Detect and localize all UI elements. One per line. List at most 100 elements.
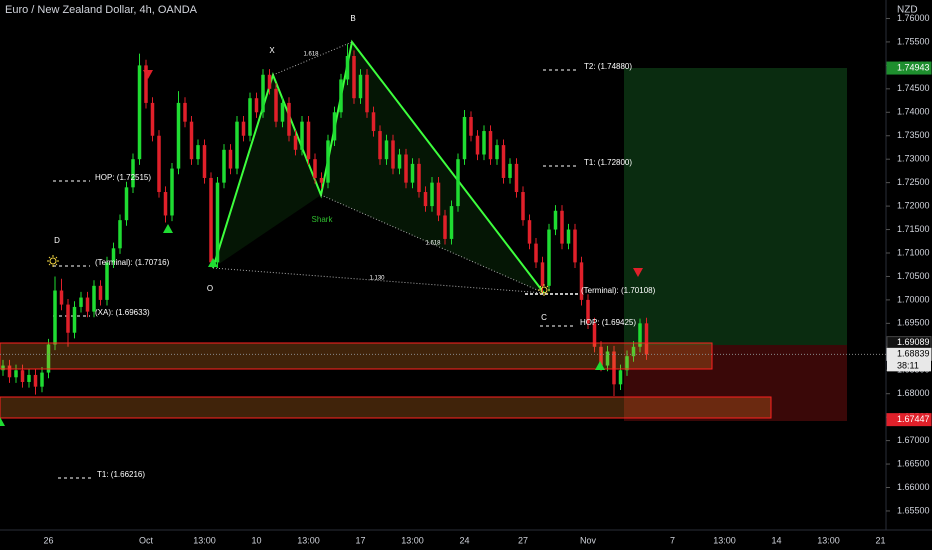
candle-body (404, 154, 408, 183)
annotation: T2: (1.74880) (584, 62, 632, 71)
annotation: B (350, 14, 355, 23)
pattern-fill (321, 42, 544, 293)
candle-body (508, 163, 512, 178)
candle-body (339, 79, 343, 113)
candle-body (345, 56, 350, 80)
candle-body (228, 149, 233, 169)
candle-body (248, 98, 252, 136)
countdown: 38:11 (897, 361, 919, 371)
candle-body (209, 177, 213, 263)
candle-body (443, 215, 447, 239)
sun-icon (538, 284, 550, 296)
candle-body (371, 112, 376, 132)
x-tick-label: 17 (355, 535, 365, 545)
price-badge-label: 1.74943 (897, 62, 930, 72)
candle-body (358, 74, 363, 99)
candle-body (352, 56, 356, 99)
zone (0, 342, 713, 370)
candle-body (599, 346, 603, 366)
candle-body (235, 121, 239, 169)
candle-body (579, 262, 584, 300)
candle-body (144, 65, 148, 103)
candle-body (33, 374, 38, 387)
y-tick-label: 1.73000 (897, 154, 930, 164)
annotation: (Terminal): (1.70716) (95, 258, 170, 267)
candle-body (293, 135, 298, 150)
annotation: (Terminal): (1.70108) (581, 286, 656, 295)
annotation: 1.618 (425, 241, 441, 247)
candle-body (163, 192, 168, 216)
annotation: T1: (1.72800) (584, 158, 632, 167)
chart-title: Euro / New Zealand Dollar, 4h, OANDA (5, 4, 198, 16)
y-tick-label: 1.71000 (897, 247, 930, 257)
y-tick-label: 1.70500 (897, 271, 930, 281)
candle-body (261, 74, 265, 113)
annotation: X (269, 46, 275, 55)
candle-body (306, 121, 311, 160)
x-tick-label: 26 (43, 535, 53, 545)
candle-body (495, 145, 499, 160)
candle-body (397, 154, 402, 169)
buy-signal (208, 258, 218, 267)
candle-body (202, 145, 207, 178)
candle-body (462, 116, 467, 160)
candle-body (456, 159, 460, 207)
candle-body (313, 159, 317, 178)
candle-body (547, 229, 551, 286)
price-badge-label: 1.69089 (897, 337, 930, 347)
candle-body (417, 163, 421, 193)
candle-body (553, 210, 558, 230)
candle-body (14, 370, 18, 378)
candle-body (436, 182, 441, 216)
candle-body (410, 163, 415, 183)
y-tick-label: 1.67000 (897, 435, 930, 445)
zone (0, 396, 772, 419)
annotation: 1.130 (369, 276, 385, 282)
candle-body (196, 145, 200, 160)
candle-body (527, 220, 532, 244)
y-tick-label: 1.75500 (897, 36, 930, 46)
y-tick-label: 1.74500 (897, 83, 930, 93)
sell-signal (633, 268, 643, 277)
annotation: (XA): (1.69633) (95, 308, 150, 317)
candle-body (449, 206, 454, 239)
loss-zone (624, 345, 847, 421)
candle-body (391, 140, 395, 169)
candle-body (378, 131, 382, 160)
candle-body (20, 370, 25, 382)
candle-body (66, 304, 70, 333)
candle-body (287, 102, 291, 136)
x-tick-label: 13:00 (713, 535, 736, 545)
candle-body (183, 102, 187, 122)
y-tick-label: 1.73500 (897, 130, 930, 140)
y-tick-label: 1.65500 (897, 505, 930, 515)
candle-body (644, 323, 649, 355)
candle-body (573, 229, 577, 263)
candle-body (131, 159, 135, 188)
candle-body (638, 323, 642, 347)
y-tick-label: 1.74000 (897, 107, 930, 117)
candle-body (319, 177, 324, 183)
y-tick-label: 1.66000 (897, 482, 930, 492)
buy-signal (595, 361, 605, 370)
annotation: C (541, 313, 547, 322)
candle-body (300, 121, 304, 150)
candle-body (618, 370, 623, 385)
candle-body (59, 290, 64, 305)
annotation: T1: (1.66216) (97, 470, 145, 479)
y-tick-label: 1.76000 (897, 13, 930, 23)
candle-body (540, 262, 545, 286)
candle-body (423, 192, 428, 207)
candle-body (1, 365, 5, 371)
candle-body (124, 187, 129, 221)
candle-body (592, 323, 597, 347)
candle-body (326, 140, 330, 183)
candle-body (105, 262, 109, 300)
x-tick-label: 13:00 (401, 535, 424, 545)
candle-body (72, 306, 77, 333)
profit-zone (624, 68, 847, 345)
candle-body (118, 220, 122, 249)
candle-body (157, 135, 161, 193)
